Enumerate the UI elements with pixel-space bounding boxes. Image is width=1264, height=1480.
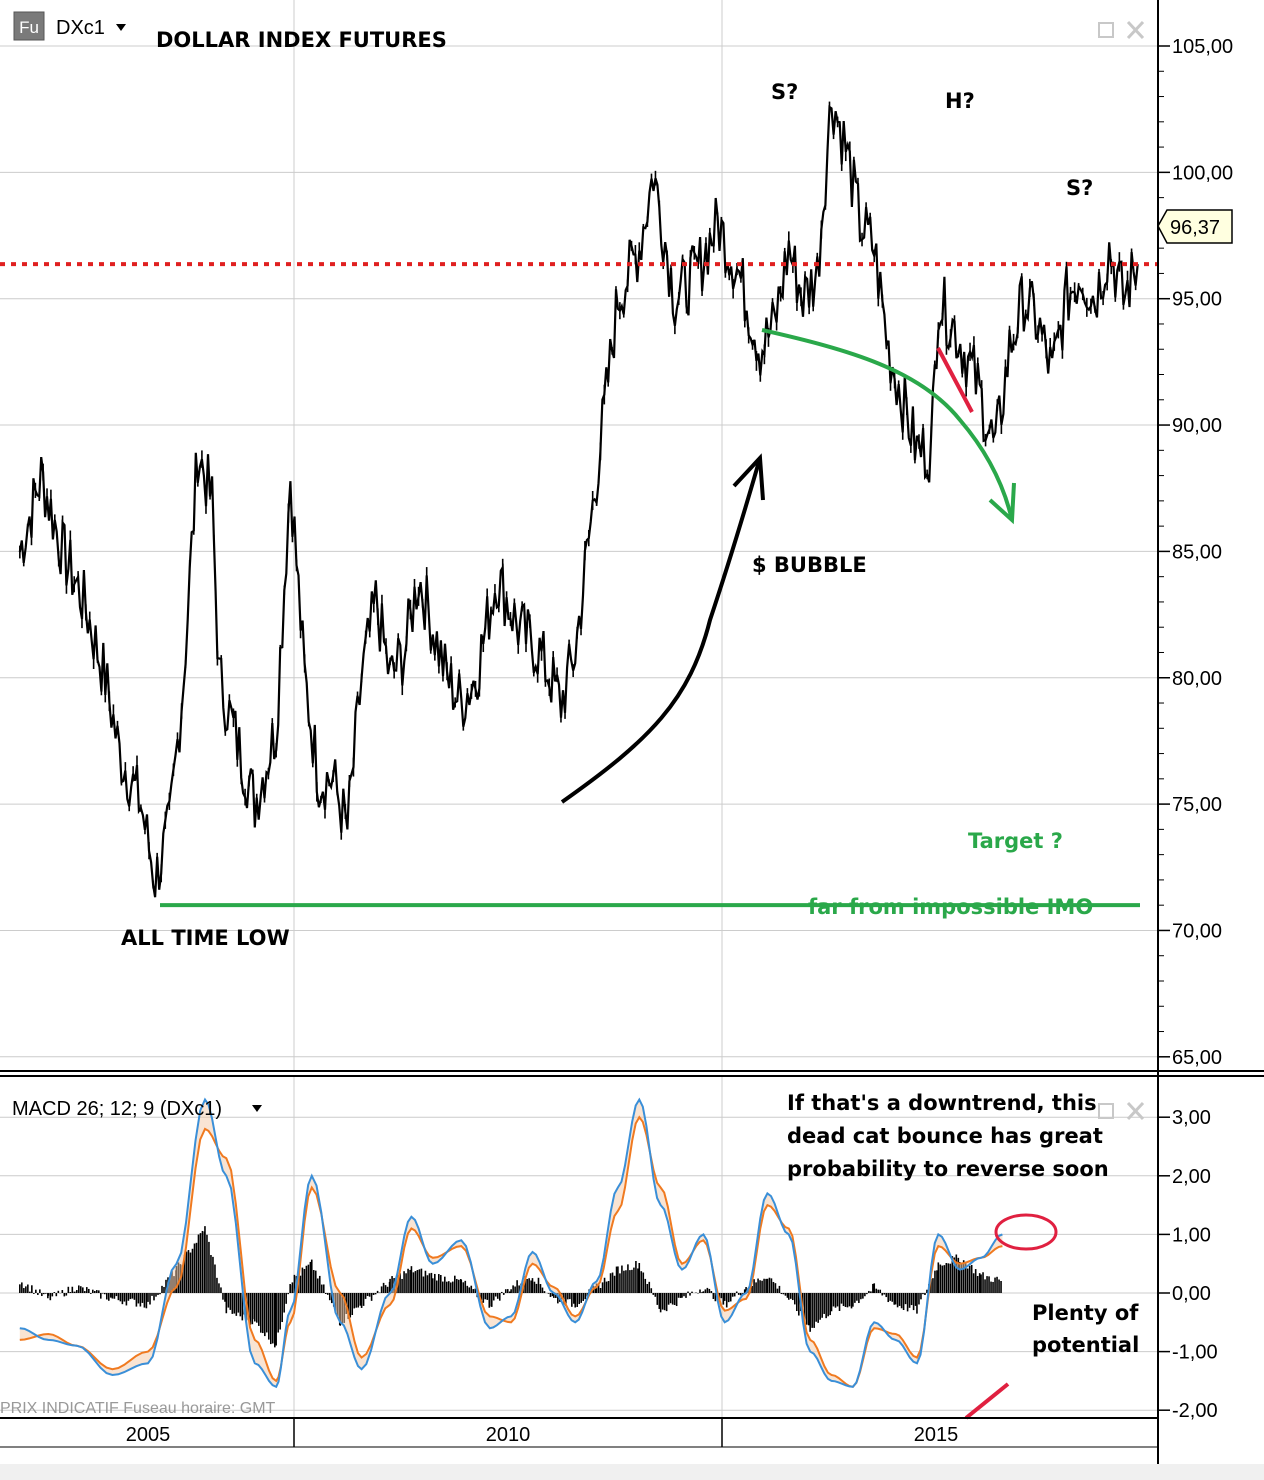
current-price-label: 96,37: [1170, 217, 1220, 239]
macd-highlight-circle: [994, 1213, 1058, 1251]
time-axis-ticks: 2005 2010 2015: [126, 1418, 959, 1447]
downtrend-note-line2: dead cat bounce has great: [787, 1124, 1103, 1148]
current-price-tag: [1157, 209, 1233, 244]
time-tick-label: 2005: [126, 1424, 171, 1446]
source-badge-label: Fu: [19, 18, 39, 37]
price-tick-label: 95,00: [1172, 289, 1222, 311]
macd-tick-label: 1,00: [1172, 1224, 1211, 1246]
restore-icon[interactable]: [1098, 22, 1114, 38]
potential-note-line1: Plenty of: [1032, 1301, 1139, 1325]
left-shoulder-label: S?: [771, 80, 798, 104]
macd-axis-ticks: 3,00 2,00 1,00 0,00 -1,00 -2,00: [1158, 1107, 1218, 1422]
time-tick-label: 2015: [914, 1424, 959, 1446]
all-time-low-label: ALL TIME LOW: [121, 926, 290, 950]
downtrend-arrow-head: [988, 482, 1016, 525]
macd-window-controls: [1098, 1101, 1145, 1121]
price-tick-label: 100,00: [1172, 162, 1233, 184]
close-icon[interactable]: [1126, 1101, 1145, 1121]
price-tick-label: 90,00: [1172, 415, 1222, 437]
main-grid: [0, 0, 1158, 1070]
macd-tick-label: 3,00: [1172, 1107, 1211, 1129]
macd-tick-label: -1,00: [1172, 1342, 1218, 1364]
macd-dropdown-icon[interactable]: [252, 1105, 262, 1112]
downtrend-arrow: [761, 328, 1014, 521]
close-icon[interactable]: [1126, 20, 1145, 40]
price-tick-label: 80,00: [1172, 668, 1222, 690]
price-tick-label: 70,00: [1172, 920, 1222, 942]
macd-line: [19, 1097, 1003, 1389]
macd-tick-label: 2,00: [1172, 1166, 1211, 1188]
bubble-label: $ BUBBLE: [752, 553, 867, 577]
price-divergence-mark: [936, 347, 974, 413]
price-series: [18, 101, 1139, 898]
macd-label[interactable]: MACD 26; 12; 9 (DXc1): [12, 1098, 222, 1120]
status-strip: [0, 1464, 1264, 1480]
main-window-controls: [1098, 20, 1145, 40]
potential-note-line2: potential: [1032, 1333, 1139, 1357]
price-tick-label: 85,00: [1172, 541, 1222, 563]
footer-note: PRIX INDICATIF Fuseau horaire: GMT: [0, 1400, 276, 1417]
price-tick-label: 75,00: [1172, 794, 1222, 816]
price-axis-ticks: 105,00 100,00 95,00 90,00 85,00 80,00 75,00 70,…: [1158, 36, 1233, 1069]
source-badge[interactable]: [13, 11, 45, 41]
bubble-arrow-head: [732, 453, 765, 501]
macd-divergence-mark: [964, 1382, 1010, 1420]
far-from-impossible-label: far from impossible IMO: [808, 895, 1093, 919]
target-label: Target ?: [968, 829, 1063, 853]
downtrend-note-line1: If that's a downtrend, this: [787, 1091, 1097, 1115]
right-shoulder-label: S?: [1066, 176, 1093, 200]
bubble-arrow: [560, 457, 762, 804]
head-label: H?: [945, 89, 975, 113]
price-tick-label: 105,00: [1172, 36, 1233, 58]
ticker-dropdown-icon[interactable]: [116, 24, 126, 31]
time-tick-label: 2010: [486, 1424, 531, 1446]
macd-tick-label: -2,00: [1172, 1400, 1218, 1422]
downtrend-note-line3: probability to reverse soon: [787, 1157, 1109, 1181]
macd-tick-label: 0,00: [1172, 1283, 1211, 1305]
price-line: [18, 104, 1139, 898]
price-axis-background: [1158, 0, 1264, 1480]
ticker-selector[interactable]: DXc1: [56, 17, 105, 39]
price-tick-label: 65,00: [1172, 1047, 1222, 1069]
restore-icon[interactable]: [1098, 1103, 1114, 1119]
chart-title: DOLLAR INDEX FUTURES: [156, 28, 447, 52]
